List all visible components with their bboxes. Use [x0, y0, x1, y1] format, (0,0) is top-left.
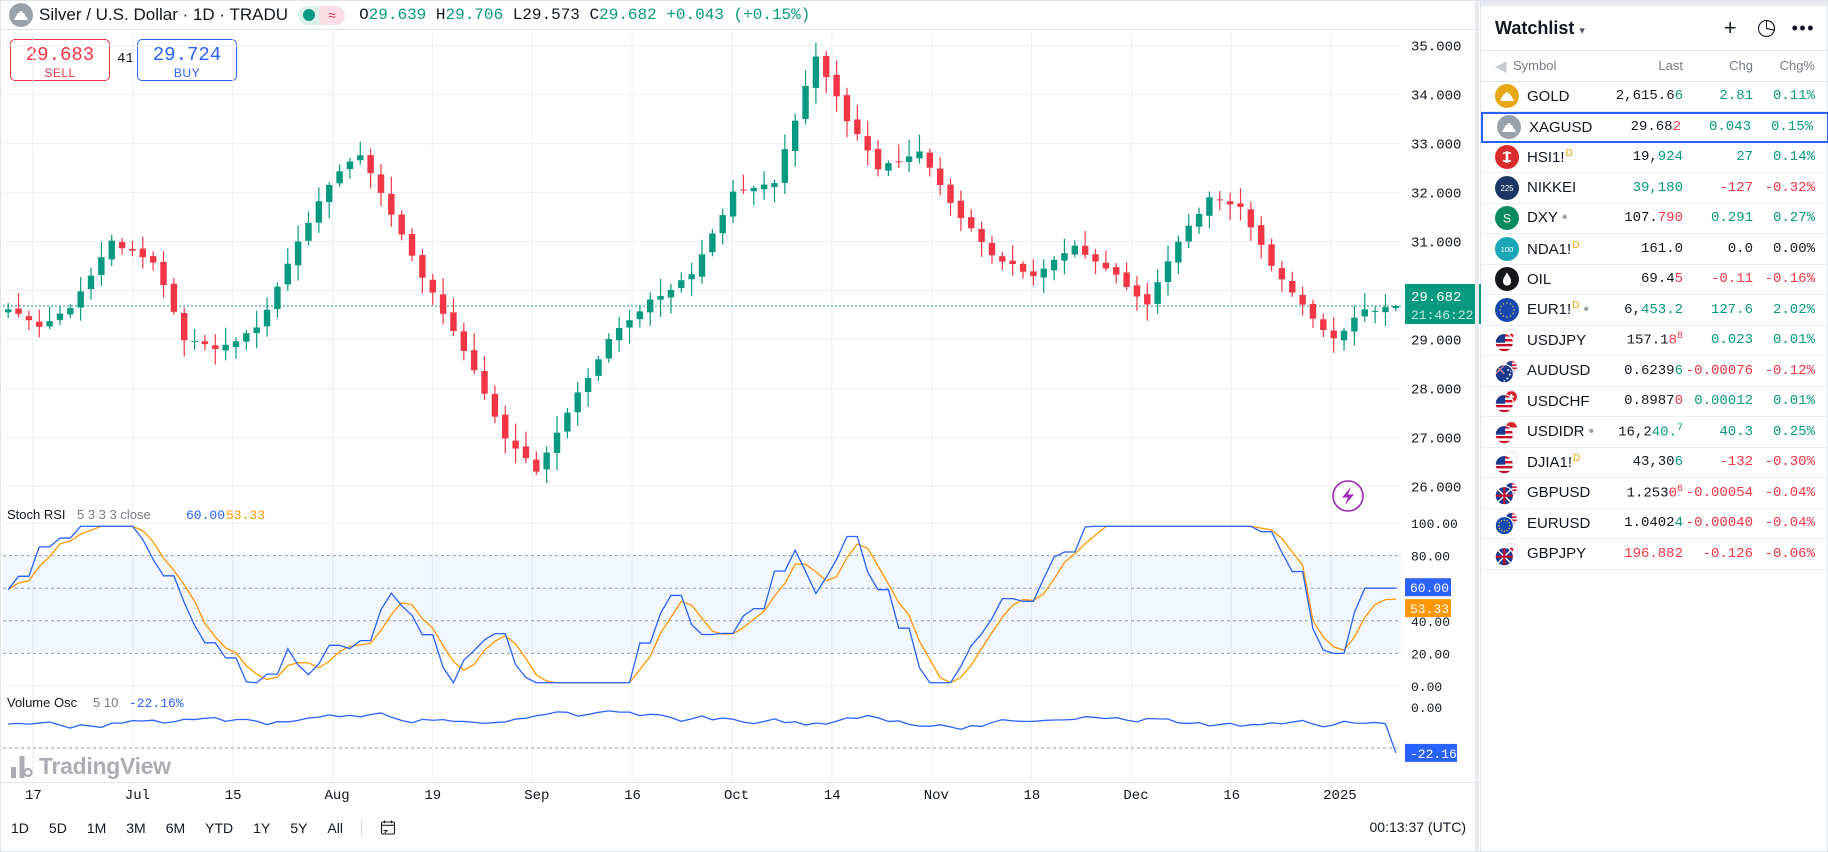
svg-text:34.000: 34.000 — [1411, 89, 1461, 105]
svg-text:Nov: Nov — [924, 788, 949, 804]
svg-text:16: 16 — [624, 788, 641, 804]
svg-text:2025: 2025 — [1323, 788, 1357, 804]
svg-text:18: 18 — [1024, 788, 1041, 804]
svg-text:31.000: 31.000 — [1411, 236, 1461, 252]
svg-text:0.00: 0.00 — [1411, 680, 1442, 695]
svg-text:5 3 3 3 close: 5 3 3 3 close — [77, 507, 151, 522]
svg-text:53.33: 53.33 — [226, 508, 265, 523]
svg-text:14: 14 — [824, 788, 841, 804]
svg-text:Sep: Sep — [524, 788, 549, 804]
svg-text:33.000: 33.000 — [1411, 138, 1461, 154]
svg-text:-22.16%: -22.16% — [129, 696, 184, 711]
svg-text:Aug: Aug — [325, 788, 350, 804]
svg-text:Oct: Oct — [724, 788, 749, 804]
svg-text:5 10: 5 10 — [93, 695, 118, 710]
svg-text:225: 225 — [1500, 184, 1514, 193]
svg-text:60.00: 60.00 — [186, 508, 225, 523]
svg-text:21:46:22: 21:46:22 — [1411, 308, 1473, 323]
svg-text:60.00: 60.00 — [1410, 581, 1449, 596]
svg-text:100: 100 — [1501, 245, 1514, 254]
svg-text:28.000: 28.000 — [1411, 382, 1461, 398]
svg-text:100.00: 100.00 — [1411, 517, 1458, 532]
svg-text:35.000: 35.000 — [1411, 40, 1461, 56]
svg-text:Stoch RSI: Stoch RSI — [7, 507, 66, 522]
svg-text:53.33: 53.33 — [1410, 602, 1449, 617]
svg-text:80.00: 80.00 — [1411, 550, 1450, 565]
svg-text:27.000: 27.000 — [1411, 431, 1461, 447]
svg-text:32.000: 32.000 — [1411, 187, 1461, 203]
svg-text:-22.16%: -22.16% — [1410, 747, 1465, 762]
svg-text:26.000: 26.000 — [1411, 480, 1461, 496]
svg-text:15: 15 — [225, 788, 242, 804]
svg-text:Volume Osc: Volume Osc — [7, 695, 78, 710]
svg-text:16: 16 — [1223, 788, 1240, 804]
svg-text:29.000: 29.000 — [1411, 333, 1461, 349]
svg-text:0.00: 0.00 — [1411, 701, 1442, 716]
svg-text:Dec: Dec — [1123, 788, 1148, 804]
svg-text:20.00: 20.00 — [1411, 647, 1450, 662]
svg-text:Jul: Jul — [125, 788, 150, 804]
svg-text:17: 17 — [25, 788, 42, 804]
svg-text:29.682: 29.682 — [1411, 290, 1461, 306]
svg-text:S: S — [1503, 212, 1511, 226]
svg-text:19: 19 — [424, 788, 441, 804]
